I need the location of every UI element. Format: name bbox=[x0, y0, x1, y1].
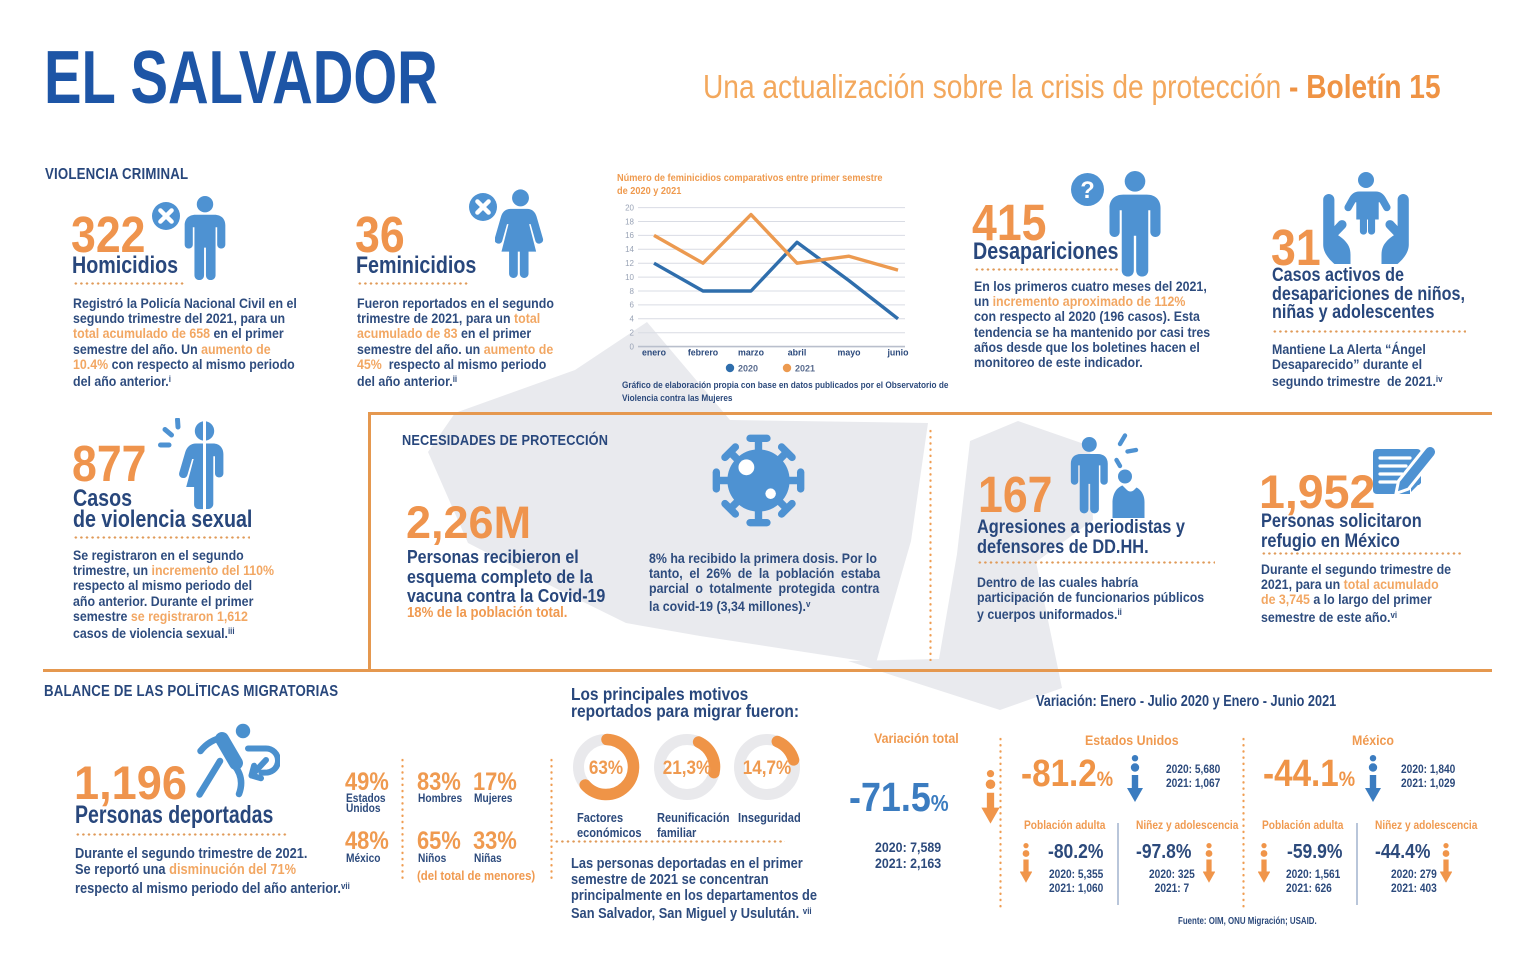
svg-text:18: 18 bbox=[625, 217, 634, 226]
svg-text:junio: junio bbox=[886, 348, 909, 358]
svg-text:20: 20 bbox=[625, 203, 634, 212]
svg-text:febrero: febrero bbox=[688, 348, 719, 358]
svg-text:0: 0 bbox=[630, 342, 635, 351]
svg-text:16: 16 bbox=[625, 231, 634, 240]
svg-text:6: 6 bbox=[630, 301, 635, 310]
svg-text:63%: 63% bbox=[589, 757, 623, 778]
svg-text:8: 8 bbox=[630, 287, 635, 296]
svg-text:14,7%: 14,7% bbox=[743, 757, 791, 778]
svg-text:12: 12 bbox=[625, 259, 634, 268]
svg-text:21,3%: 21,3% bbox=[663, 757, 711, 778]
svg-text:2020: 2020 bbox=[738, 364, 758, 374]
svg-text:marzo: marzo bbox=[738, 348, 765, 358]
svg-text:10: 10 bbox=[625, 273, 634, 282]
svg-text:mayo: mayo bbox=[838, 348, 862, 358]
svg-text:abril: abril bbox=[788, 348, 807, 358]
svg-text:enero: enero bbox=[642, 348, 667, 358]
svg-text:2: 2 bbox=[630, 329, 635, 338]
svg-text:2021: 2021 bbox=[795, 364, 815, 374]
svg-text:4: 4 bbox=[630, 315, 635, 324]
svg-text:14: 14 bbox=[625, 245, 634, 254]
